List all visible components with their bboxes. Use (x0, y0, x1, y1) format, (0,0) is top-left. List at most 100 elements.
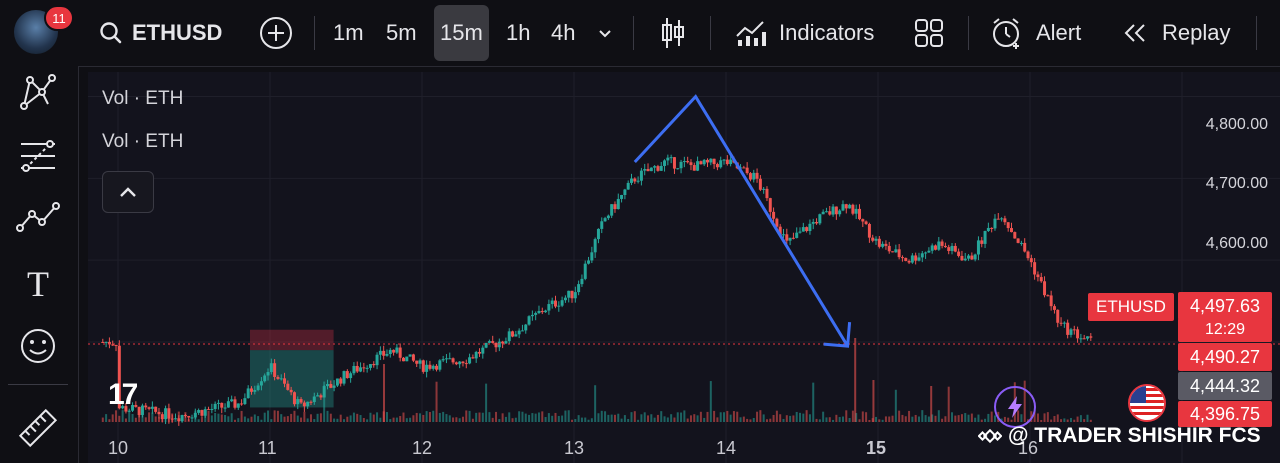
candle-body (332, 385, 336, 388)
candle-body (623, 189, 627, 195)
volume-bar (1040, 419, 1043, 422)
volume-bar (356, 413, 359, 422)
volume-bar (141, 415, 144, 422)
candle-body (1009, 228, 1013, 233)
candle-body (550, 300, 554, 305)
volume-bar (405, 418, 408, 422)
symbol-search-button[interactable]: ETHUSD (98, 0, 222, 66)
volume-bar (508, 412, 511, 422)
volume-bar (670, 414, 673, 422)
volume-bar (115, 410, 118, 422)
volume-bar (514, 417, 517, 422)
candle-body (107, 341, 111, 345)
volume-legend[interactable]: Vol · ETH (102, 88, 184, 109)
candle-body (910, 255, 914, 263)
candle-body (349, 373, 353, 379)
candle-body (884, 243, 888, 246)
pattern-tool-icon[interactable] (16, 72, 60, 116)
volume-bar (521, 411, 524, 422)
alert-button[interactable]: Alert (990, 0, 1081, 66)
volume-bar (729, 414, 732, 422)
timeframe-1h[interactable]: 1h (506, 20, 531, 45)
tradingview-logo: 17 (108, 378, 138, 411)
add-symbol-button[interactable] (258, 0, 294, 66)
volume-bar (128, 410, 131, 422)
timeframe-1m[interactable]: 1m (333, 20, 364, 45)
candle-body (474, 351, 478, 359)
indicators-button[interactable]: Indicators (735, 0, 874, 66)
candle-body (907, 260, 911, 263)
candle-body (249, 388, 253, 392)
volume-bar (970, 413, 973, 422)
volume-bar (597, 413, 600, 422)
us-flag-icon[interactable] (1128, 384, 1166, 422)
candle-body (613, 204, 617, 210)
volume-legend[interactable]: Vol · ETH (102, 131, 184, 152)
timeframe-4h[interactable]: 4h (551, 20, 576, 45)
volume-bar (187, 419, 190, 422)
candle-body (785, 234, 789, 241)
chart-canvas[interactable]: Vol · ETH Vol · ETH (88, 72, 1280, 463)
candle-body (471, 357, 475, 359)
trend-line-icon[interactable] (16, 196, 60, 240)
timeframe-dropdown[interactable] (596, 0, 614, 66)
volume-bar (383, 364, 385, 422)
collapse-legend-button[interactable] (102, 171, 154, 213)
candle-body (190, 417, 194, 419)
candle-body (104, 341, 108, 343)
candle-body (329, 384, 333, 388)
volume-bar (359, 415, 362, 422)
volume-bar (590, 418, 593, 422)
volume-bar (184, 412, 187, 422)
volume-bar (395, 417, 398, 422)
layout-button[interactable] (914, 0, 944, 66)
candle-body (286, 383, 290, 390)
candle-body (150, 406, 154, 409)
timeframe-15m[interactable]: 15m (434, 5, 489, 61)
candle-body (253, 389, 257, 392)
search-icon (100, 22, 122, 44)
replay-button[interactable]: Replay (1122, 0, 1230, 66)
volume-bar (564, 410, 567, 422)
candle-body (484, 342, 488, 348)
ruler-icon[interactable] (16, 406, 60, 450)
volume-bar (944, 416, 947, 422)
candle-body (372, 364, 376, 366)
volume-bar (828, 417, 831, 422)
candle-body (920, 253, 924, 258)
volume-bar (951, 412, 954, 422)
volume-bar (868, 419, 871, 422)
stop-loss-zone (250, 329, 334, 351)
candle-body (696, 161, 700, 171)
candle-body (600, 221, 604, 229)
candle-body (818, 214, 822, 224)
chart-type-button[interactable] (660, 0, 686, 66)
candle-body (352, 365, 356, 374)
volume-bar (240, 410, 243, 422)
toolbar-divider (1256, 16, 1257, 50)
candle-body (223, 407, 227, 409)
candle-body (772, 211, 776, 219)
lightning-icon[interactable] (994, 386, 1036, 428)
volume-bar (498, 419, 501, 422)
text-tool-icon[interactable]: T (27, 264, 49, 304)
volume-bar (372, 414, 375, 422)
volume-bar (214, 412, 217, 422)
timeframe-5m[interactable]: 5m (386, 20, 417, 45)
volume-bar (442, 411, 445, 422)
candle-body (970, 255, 974, 260)
volume-bar (799, 412, 802, 422)
candle-body (491, 341, 495, 343)
candle-body (276, 376, 280, 379)
fib-retracement-icon[interactable] (16, 134, 60, 178)
volume-bar (534, 413, 537, 422)
candle-body (620, 194, 624, 199)
emoji-icon[interactable] (16, 324, 60, 368)
candle-body (838, 210, 842, 215)
volume-bar (656, 414, 659, 422)
candle-body (1089, 336, 1093, 338)
candle-body (563, 297, 567, 301)
grid-icon (915, 19, 943, 47)
volume-bar (898, 410, 901, 422)
price-level-tag: 4,490.27 (1178, 343, 1272, 371)
